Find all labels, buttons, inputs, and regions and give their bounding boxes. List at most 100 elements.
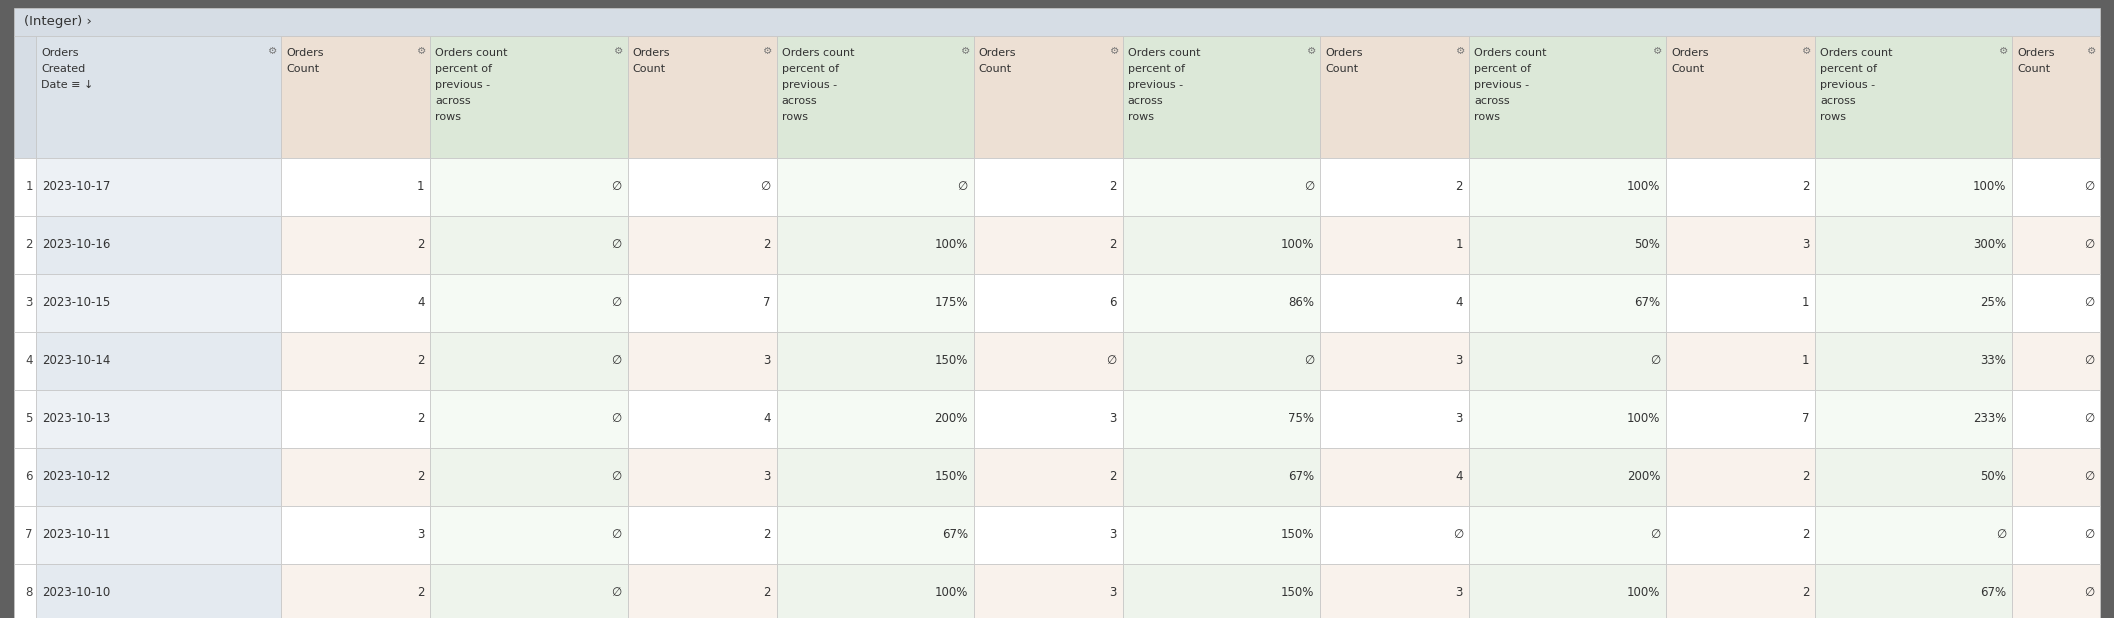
Bar xyxy=(281,332,431,390)
Text: 2: 2 xyxy=(416,412,425,426)
Bar xyxy=(1666,36,1816,158)
Text: 6: 6 xyxy=(1110,297,1116,310)
Text: 3: 3 xyxy=(25,297,34,310)
Text: 2: 2 xyxy=(1801,470,1810,483)
Bar xyxy=(628,158,776,216)
Text: 2023-10-15: 2023-10-15 xyxy=(42,297,110,310)
Text: ⚙: ⚙ xyxy=(1306,46,1317,56)
Bar xyxy=(36,216,281,274)
Text: 2023-10-14: 2023-10-14 xyxy=(42,355,110,368)
Text: previous -: previous - xyxy=(1820,80,1875,90)
Bar xyxy=(1469,448,1666,506)
Bar xyxy=(1816,448,2013,506)
Bar xyxy=(36,274,281,332)
Text: 2023-10-10: 2023-10-10 xyxy=(42,586,110,599)
Bar xyxy=(15,36,36,158)
Bar xyxy=(628,274,776,332)
Text: 3: 3 xyxy=(1110,586,1116,599)
Bar xyxy=(1816,274,2013,332)
Bar xyxy=(1469,216,1666,274)
Bar xyxy=(431,506,628,564)
Bar xyxy=(1469,390,1666,448)
Text: 67%: 67% xyxy=(941,528,968,541)
Text: ∅: ∅ xyxy=(611,470,622,483)
Text: 33%: 33% xyxy=(1981,355,2006,368)
Text: Orders: Orders xyxy=(1672,48,1708,58)
Text: 100%: 100% xyxy=(934,586,968,599)
Bar xyxy=(1123,448,1319,506)
Bar xyxy=(975,506,1123,564)
Text: ∅: ∅ xyxy=(611,412,622,426)
Text: ⚙: ⚙ xyxy=(1801,46,1812,56)
Text: across: across xyxy=(782,96,818,106)
Text: 2: 2 xyxy=(1454,180,1463,193)
Text: ∅: ∅ xyxy=(1304,355,1315,368)
Bar xyxy=(776,332,975,390)
Text: Orders count: Orders count xyxy=(435,48,507,58)
Text: 4: 4 xyxy=(1454,470,1463,483)
Text: Orders: Orders xyxy=(1325,48,1364,58)
Text: ∅: ∅ xyxy=(611,239,622,252)
Text: previous -: previous - xyxy=(1127,80,1184,90)
Text: ⚙: ⚙ xyxy=(2087,46,2095,56)
Bar xyxy=(1123,506,1319,564)
Text: ∅: ∅ xyxy=(611,297,622,310)
Text: 233%: 233% xyxy=(1972,412,2006,426)
Text: (Integer) ›: (Integer) › xyxy=(23,15,91,28)
Text: Orders count: Orders count xyxy=(782,48,854,58)
Bar xyxy=(975,332,1123,390)
Bar xyxy=(1666,564,1816,618)
Text: 75%: 75% xyxy=(1287,412,1315,426)
Text: percent of: percent of xyxy=(1820,64,1877,74)
Text: 1: 1 xyxy=(1801,297,1810,310)
Text: 7: 7 xyxy=(25,528,34,541)
Bar xyxy=(1469,506,1666,564)
Text: ⚙: ⚙ xyxy=(1110,46,1118,56)
Bar xyxy=(431,274,628,332)
Bar xyxy=(431,564,628,618)
Bar xyxy=(1319,274,1469,332)
Bar xyxy=(776,506,975,564)
Text: 6: 6 xyxy=(25,470,34,483)
Bar xyxy=(1816,36,2013,158)
Bar xyxy=(1666,332,1816,390)
Text: 2: 2 xyxy=(1110,239,1116,252)
Text: ∅: ∅ xyxy=(2084,239,2095,252)
Bar xyxy=(1123,36,1319,158)
Text: ∅: ∅ xyxy=(1649,528,1659,541)
Bar xyxy=(2013,158,2099,216)
Text: previous -: previous - xyxy=(435,80,490,90)
Bar xyxy=(1123,158,1319,216)
Bar xyxy=(431,448,628,506)
Bar xyxy=(1816,216,2013,274)
Text: ⚙: ⚙ xyxy=(960,46,970,56)
Bar xyxy=(1666,274,1816,332)
Bar xyxy=(1816,506,2013,564)
Text: ⚙: ⚙ xyxy=(615,46,624,56)
Text: ⚙: ⚙ xyxy=(416,46,427,56)
Bar xyxy=(2013,36,2099,158)
Bar xyxy=(1319,332,1469,390)
Text: 175%: 175% xyxy=(934,297,968,310)
Bar xyxy=(36,448,281,506)
Text: 2023-10-16: 2023-10-16 xyxy=(42,239,110,252)
Text: across: across xyxy=(1127,96,1163,106)
Bar xyxy=(281,564,431,618)
Bar xyxy=(281,158,431,216)
Text: 100%: 100% xyxy=(1281,239,1315,252)
Text: ∅: ∅ xyxy=(1649,355,1659,368)
Text: ∅: ∅ xyxy=(2084,180,2095,193)
Bar xyxy=(1816,564,2013,618)
Text: 3: 3 xyxy=(1457,412,1463,426)
Bar xyxy=(15,448,36,506)
Bar xyxy=(776,390,975,448)
Bar xyxy=(1319,506,1469,564)
Bar xyxy=(1319,448,1469,506)
Text: Orders: Orders xyxy=(632,48,670,58)
Bar xyxy=(36,390,281,448)
Bar xyxy=(628,448,776,506)
Text: 67%: 67% xyxy=(1981,586,2006,599)
Text: 100%: 100% xyxy=(1628,180,1659,193)
Text: 67%: 67% xyxy=(1287,470,1315,483)
Text: ∅: ∅ xyxy=(1106,355,1116,368)
